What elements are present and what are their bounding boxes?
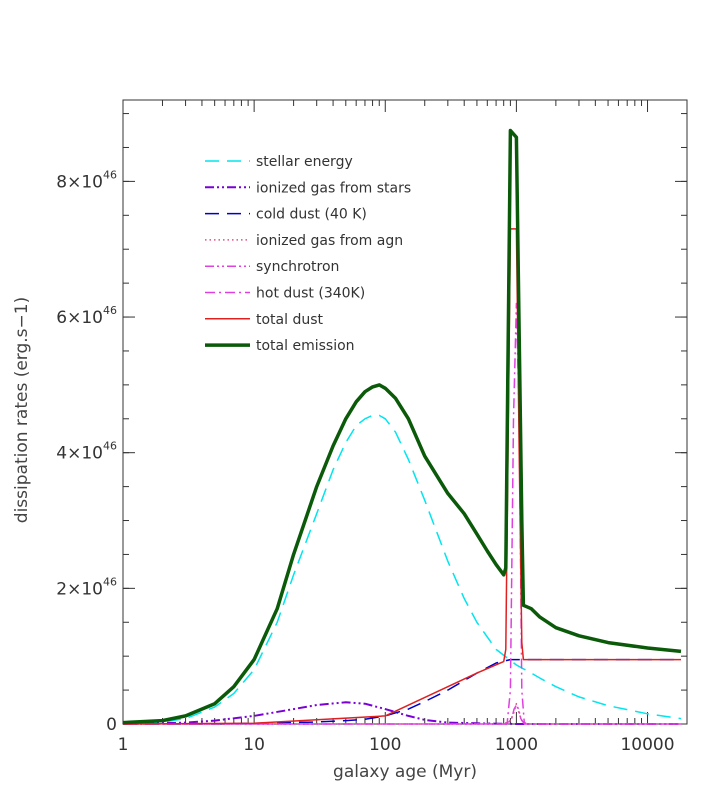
series-line-stellar-energy — [122, 414, 682, 725]
x-tick-label: 1000 — [495, 735, 538, 755]
y-tick-label: 8×1046 — [56, 168, 117, 192]
y-tick-label: 6×1046 — [56, 304, 117, 328]
x-tick-label: 10000 — [620, 735, 674, 755]
legend-label: total dust — [256, 312, 324, 328]
series-line-ionized-gas-from-agn — [123, 702, 681, 725]
series-line-synchrotron — [123, 704, 681, 725]
legend-label: total emission — [256, 338, 355, 354]
series-line-hot-dust-340k- — [123, 302, 681, 725]
legend-label: stellar energy — [256, 154, 353, 170]
series-line-ionized-gas-from-stars — [122, 701, 681, 725]
x-ticks: 1 10 100 1000 10000 — [118, 100, 675, 755]
legend: stellar energy ionized gas from stars cold… — [205, 154, 411, 354]
y-tick-label: 0 — [106, 715, 117, 735]
legend-label: hot dust (340K) — [256, 286, 365, 302]
x-tick-label: 100 — [369, 735, 401, 755]
x-tick-label: 1 — [118, 735, 129, 755]
series-line-total-emission — [122, 128, 682, 725]
y-tick-label: 2×1046 — [56, 575, 117, 599]
series-line-total-dust — [122, 228, 681, 725]
legend-label: synchrotron — [256, 259, 339, 275]
legend-label: cold dust (40 K) — [256, 207, 367, 223]
series-layer — [122, 128, 682, 725]
y-minor-ticks — [123, 113, 687, 691]
x-minor-ticks — [161, 100, 688, 724]
legend-label: ionized gas from agn — [256, 233, 403, 249]
y-tick-label: 4×1046 — [56, 440, 117, 464]
y-axis-title: dissipation rates (erg.s−1) — [12, 297, 32, 523]
y-ticks: 0 2×1046 4×1046 6×1046 8×1046 — [56, 168, 687, 735]
legend-label: ionized gas from stars — [256, 180, 411, 196]
x-tick-label: 10 — [243, 735, 265, 755]
x-axis-title: galaxy age (Myr) — [333, 762, 477, 782]
